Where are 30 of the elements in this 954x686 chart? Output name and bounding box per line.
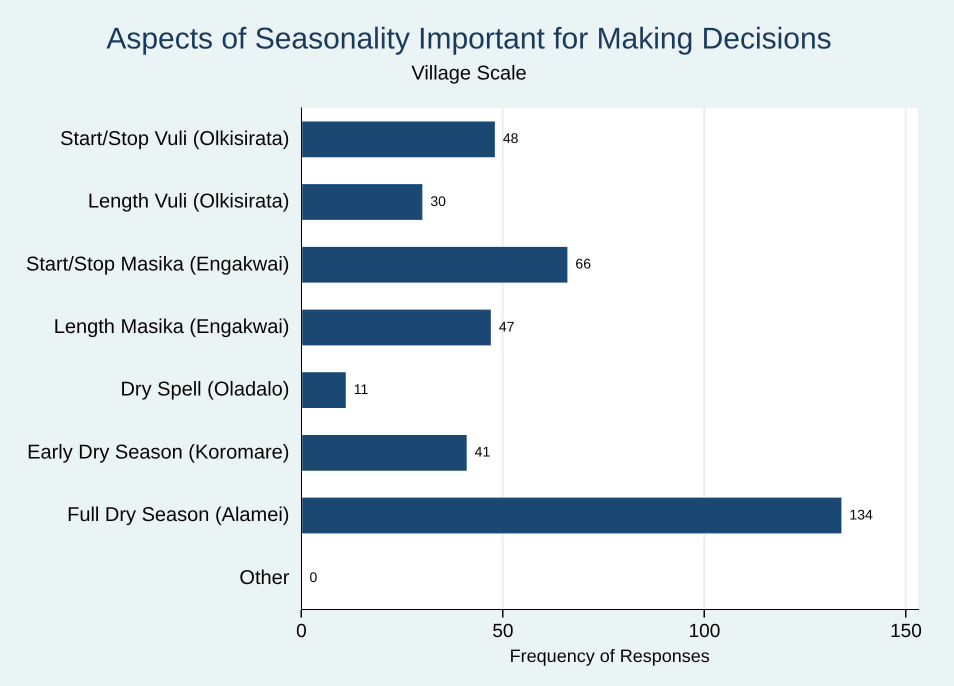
data-label: 134 [849,506,874,522]
chart-subtitle: Village Scale [411,62,527,85]
x-axis-title: Frequency of Responses [510,646,710,666]
y-tick-label: Start/Stop Masika (Engakwai) [26,253,290,276]
data-label: 0 [309,569,318,586]
data-label: 11 [354,381,369,398]
data-label: 48 [502,130,519,146]
y-tick-label: Early Dry Season (Koromare) [27,441,290,464]
bar [302,434,467,471]
data-label: 41 [474,444,490,460]
data-label: 30 [430,192,446,209]
data-label: 47 [498,318,515,334]
bar [302,310,491,346]
bar [302,498,842,534]
y-tick-label: Length Vuli (Olkisirata) [88,190,290,213]
y-tick-label: Start/Stop Vuli (Olkisirata) [60,128,290,150]
y-tick-label: Full Dry Season (Alamei) [67,504,290,526]
x-tick-label: 50 [492,621,514,642]
y-tick-label: Dry Spell (Oladalo) [120,378,290,401]
bar [302,184,422,220]
bar [302,246,568,283]
bar [302,372,346,408]
data-label: 66 [575,256,592,272]
bar [302,121,495,158]
x-tick-label: 150 [890,621,922,642]
chart-title: Aspects of Seasonality Important for Making Decisions [106,22,832,56]
x-tick-label: 0 [296,621,307,642]
y-tick-label: Length Masika (Engakwai) [54,316,290,338]
y-tick-label: Other [239,566,290,589]
x-tick-label: 100 [688,621,720,642]
